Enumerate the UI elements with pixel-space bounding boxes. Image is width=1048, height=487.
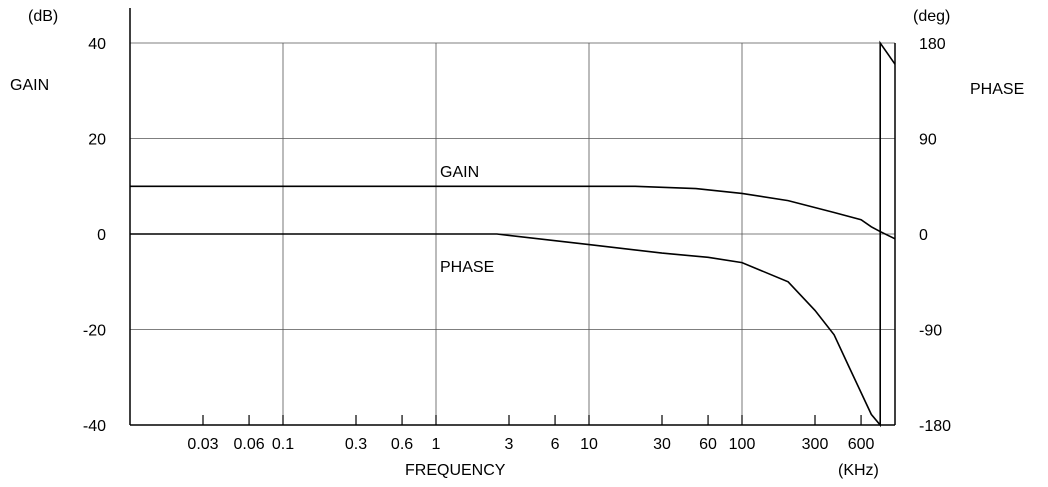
x-tick-label: 0.03 xyxy=(187,436,218,453)
right-y-tick-label: 90 xyxy=(919,132,937,149)
left-y-tick-label: -40 xyxy=(83,418,106,435)
x-tick-label: 6 xyxy=(551,436,560,453)
series-line-phase xyxy=(130,40,896,428)
x-tick-label: 0.1 xyxy=(272,436,294,453)
tick-labels: 0.03 0.06 0.1 0.3 0.6 1 3 6 10 30 60 100 300 600 40 20 0… xyxy=(83,36,951,453)
x-axis-label: FREQUENCY xyxy=(405,462,506,479)
left-y-tick-label: 20 xyxy=(88,132,106,149)
series-label-gain: GAIN xyxy=(440,164,480,181)
right-axis-unit: (deg) xyxy=(913,8,951,25)
x-tick-label: 10 xyxy=(580,436,598,453)
x-tick-label: 0.3 xyxy=(345,436,367,453)
right-y-tick-label: -180 xyxy=(919,418,951,435)
left-y-tick-label: -20 xyxy=(83,323,106,340)
axes xyxy=(129,8,896,426)
left-axis-label: GAIN xyxy=(10,77,50,94)
x-tick-label: 30 xyxy=(653,436,671,453)
x-tick-label: 0.06 xyxy=(233,436,264,453)
series-lines xyxy=(130,40,896,428)
left-y-tick-label: 40 xyxy=(88,36,106,53)
left-axis-unit: (dB) xyxy=(28,8,59,25)
x-tick-label: 100 xyxy=(729,436,756,453)
x-tick-label: 1 xyxy=(432,436,441,453)
right-y-tick-label: 0 xyxy=(919,227,928,244)
x-tick-label: 3 xyxy=(505,436,514,453)
x-tick-label: 600 xyxy=(848,436,875,453)
right-y-tick-label: -90 xyxy=(919,323,942,340)
left-y-tick-label: 0 xyxy=(97,227,106,244)
series-label-phase: PHASE xyxy=(440,259,495,276)
x-tick-label: 60 xyxy=(699,436,717,453)
right-y-tick-label: 180 xyxy=(919,36,946,53)
x-ticks xyxy=(202,415,862,425)
right-axis-label: PHASE xyxy=(970,81,1025,98)
x-tick-label: 0.6 xyxy=(391,436,413,453)
series-line-gain xyxy=(130,185,896,240)
x-tick-label: 300 xyxy=(802,436,829,453)
x-axis-unit: (KHz) xyxy=(838,462,879,479)
